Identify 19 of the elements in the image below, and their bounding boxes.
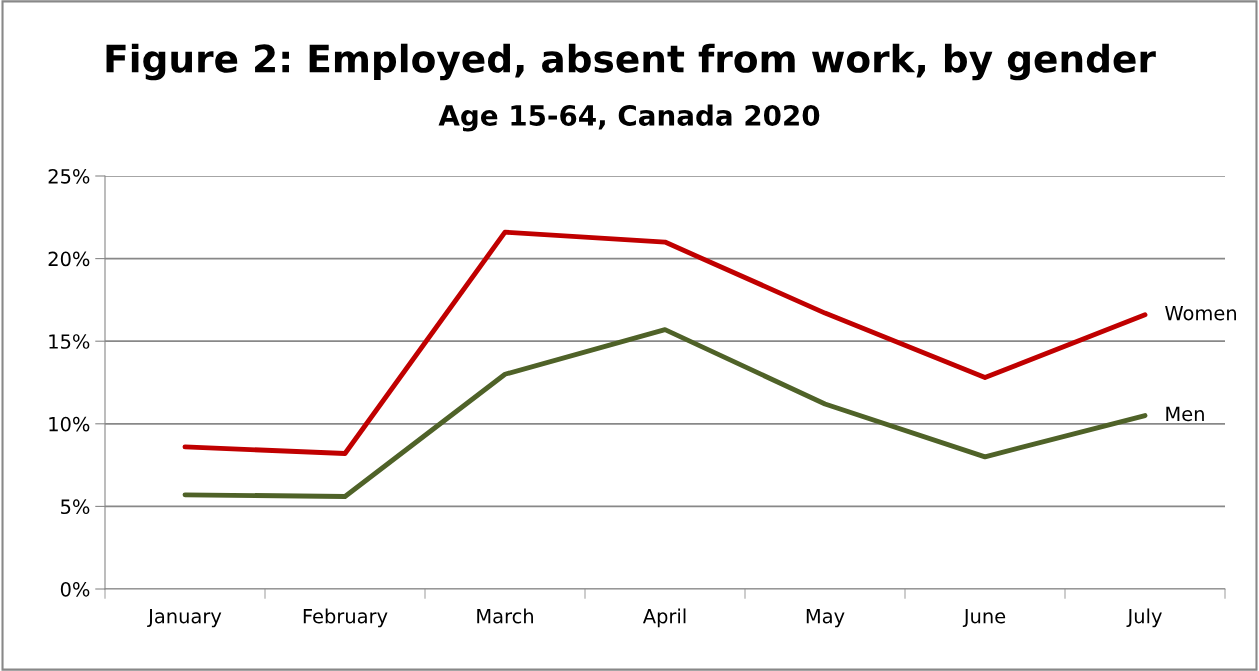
- line-series: [182, 229, 1148, 456]
- y-tick-label: 10%: [49, 416, 90, 432]
- y-tick-label: 25%: [48, 168, 90, 184]
- chart-title: Figure 2: Employed, absent from work, by gender: [106, 43, 1156, 81]
- line-series: [182, 327, 1148, 499]
- series-label: Women: [1165, 305, 1236, 321]
- x-tick-label: June: [962, 609, 1006, 628]
- x-tick-label: May: [806, 609, 845, 628]
- y-tick-label: 5%: [61, 499, 90, 515]
- x-tick-label: March: [477, 608, 533, 624]
- y-tick-label: 0%: [60, 581, 90, 597]
- y-tick-label: 20%: [48, 251, 90, 267]
- x-tick-label: April: [642, 608, 686, 628]
- x-tick-label: July: [1126, 608, 1162, 628]
- series-label: Men: [1166, 406, 1204, 422]
- chart-subtitle: Age 15-64, Canada 2020: [438, 104, 820, 132]
- x-tick-label: January: [147, 609, 222, 628]
- y-tick-label: 15%: [49, 334, 90, 349]
- x-tick-label: February: [303, 608, 388, 628]
